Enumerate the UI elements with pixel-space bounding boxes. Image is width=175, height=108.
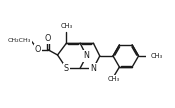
Text: CH₃: CH₃ — [150, 53, 162, 59]
Text: CH₃: CH₃ — [107, 76, 120, 82]
Text: N: N — [84, 52, 89, 60]
Text: CH₂CH₃: CH₂CH₃ — [8, 38, 31, 43]
Text: N: N — [90, 64, 96, 73]
Text: CH₃: CH₃ — [60, 23, 72, 29]
Text: O: O — [35, 45, 41, 54]
Text: O: O — [45, 34, 51, 43]
Text: S: S — [64, 64, 69, 73]
